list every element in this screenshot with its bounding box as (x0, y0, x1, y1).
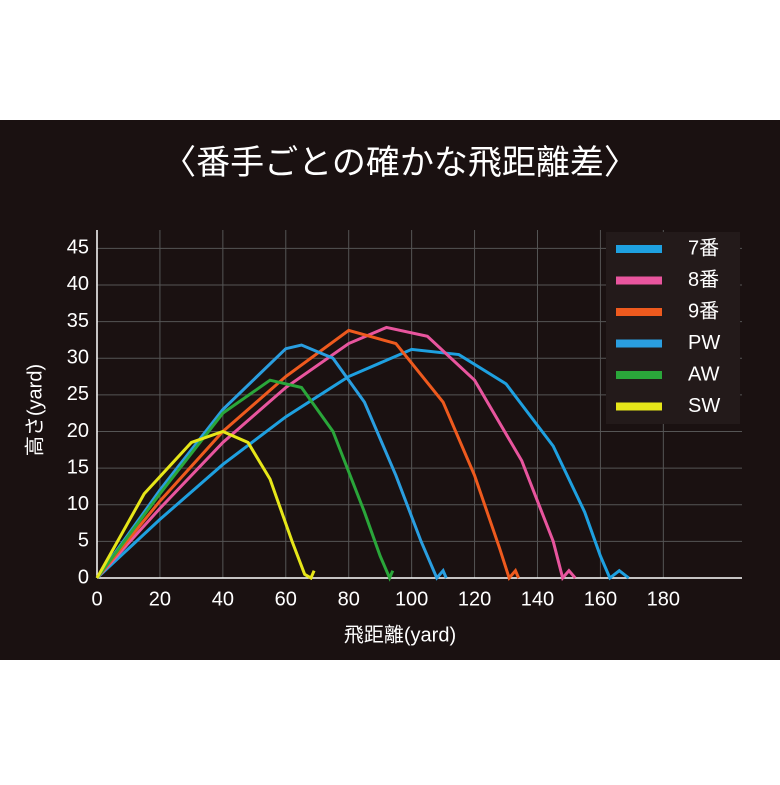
x-tick-label: 40 (212, 588, 234, 610)
line (95, 328, 520, 582)
legend-swatch (616, 371, 662, 379)
legend-swatch (616, 402, 662, 411)
x-tick-label: 20 (149, 588, 171, 610)
x-tick-label: 120 (458, 588, 491, 610)
legend-label: SW (688, 395, 720, 417)
legend-swatch (616, 339, 662, 348)
y-axis-label: 高さ(yard) (23, 364, 46, 456)
legend-box (606, 232, 740, 424)
legend-swatch (616, 276, 662, 285)
y-tick-label: 0 (78, 566, 89, 588)
chart-title: 〈番手ごとの確かな飛距離差〉 (162, 144, 638, 182)
x-tick-label: 180 (647, 588, 680, 610)
x-tick-label: 80 (338, 588, 360, 610)
y-tick-label: 30 (67, 346, 89, 368)
x-axis-label: 飛距離(yard) (344, 623, 456, 646)
line (95, 429, 316, 581)
legend-label: 8番 (688, 268, 719, 291)
x-tick-label: 160 (584, 588, 617, 610)
y-tick-label: 35 (67, 310, 89, 332)
legend-label: PW (688, 332, 720, 354)
y-tick-label: 45 (67, 237, 89, 259)
x-tick-label: 60 (275, 588, 297, 610)
legend-swatch (616, 308, 662, 316)
x-tick-label: 140 (521, 588, 554, 610)
y-tick-label: 20 (67, 420, 89, 442)
legend-swatch (616, 245, 662, 253)
x-tick-label: 0 (91, 588, 102, 610)
line (95, 325, 577, 582)
line (95, 343, 448, 581)
x-tick-label: 100 (395, 588, 428, 610)
y-tick-label: 25 (67, 383, 89, 405)
legend-label: 9番 (688, 299, 719, 322)
y-tick-label: 15 (67, 456, 89, 478)
line (95, 347, 630, 581)
legend-label: AW (688, 363, 720, 385)
y-tick-label: 10 (67, 493, 89, 515)
line (95, 378, 395, 582)
legend-label: 7番 (688, 236, 719, 259)
y-tick-label: 40 (67, 273, 89, 295)
y-tick-label: 5 (78, 530, 89, 552)
